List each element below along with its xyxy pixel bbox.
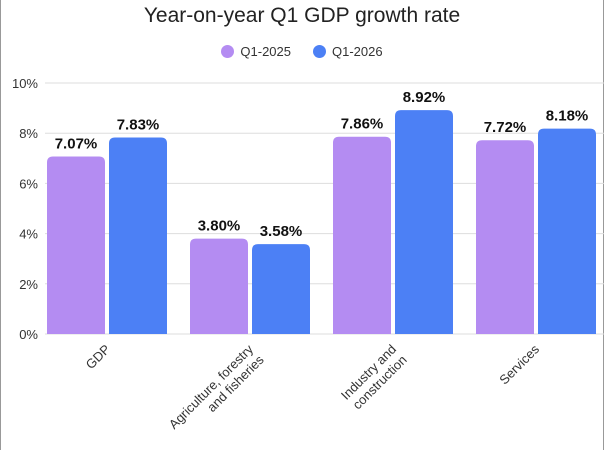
x-tick-label: Services — [496, 341, 542, 387]
bar-q1-2025 — [476, 140, 534, 334]
y-tick-label: 10% — [12, 76, 38, 91]
data-label: 7.72% — [484, 119, 527, 136]
x-tick-label: Industry andconstruction — [338, 342, 410, 414]
y-tick-label: 6% — [19, 176, 38, 191]
x-tick-label: Agriculture, forestryand fisheries — [166, 341, 267, 442]
chart-title: Year-on-year Q1 GDP growth rate — [143, 4, 461, 27]
legend-dot-q1-2025 — [221, 45, 235, 58]
data-label: 8.18% — [546, 108, 589, 125]
y-tick-label: 0% — [19, 327, 38, 342]
legend-label: Q1-2026 — [332, 44, 383, 59]
data-label: 3.58% — [260, 223, 303, 240]
bar-q1-2026 — [109, 137, 167, 334]
data-label: 7.86% — [341, 116, 384, 133]
bar-q1-2025 — [333, 136, 391, 334]
legend-label: Q1-2025 — [240, 44, 291, 59]
bar-q1-2026 — [252, 244, 310, 334]
y-tick-label: 4% — [19, 227, 38, 242]
bar-q1-2026 — [395, 110, 453, 334]
data-label: 3.80% — [198, 218, 241, 235]
bar-q1-2025 — [47, 156, 105, 334]
y-tick-label: 8% — [19, 126, 38, 141]
legend: Q1-2025 Q1-2026 — [0, 44, 604, 59]
bar-q1-2026 — [538, 128, 596, 334]
legend-item-q1-2026[interactable]: Q1-2026 — [313, 44, 383, 59]
legend-item-q1-2025[interactable]: Q1-2025 — [221, 44, 291, 59]
data-label: 7.07% — [55, 136, 98, 153]
legend-dot-q1-2026 — [313, 45, 326, 58]
x-tick-label-line: Services — [496, 341, 542, 387]
bar-q1-2025 — [190, 238, 248, 334]
x-tick-label-line: GDP — [83, 342, 114, 373]
x-tick-label: GDP — [83, 342, 114, 373]
data-label: 8.92% — [403, 89, 446, 106]
data-label: 7.83% — [117, 116, 160, 133]
y-tick-label: 2% — [19, 277, 38, 292]
